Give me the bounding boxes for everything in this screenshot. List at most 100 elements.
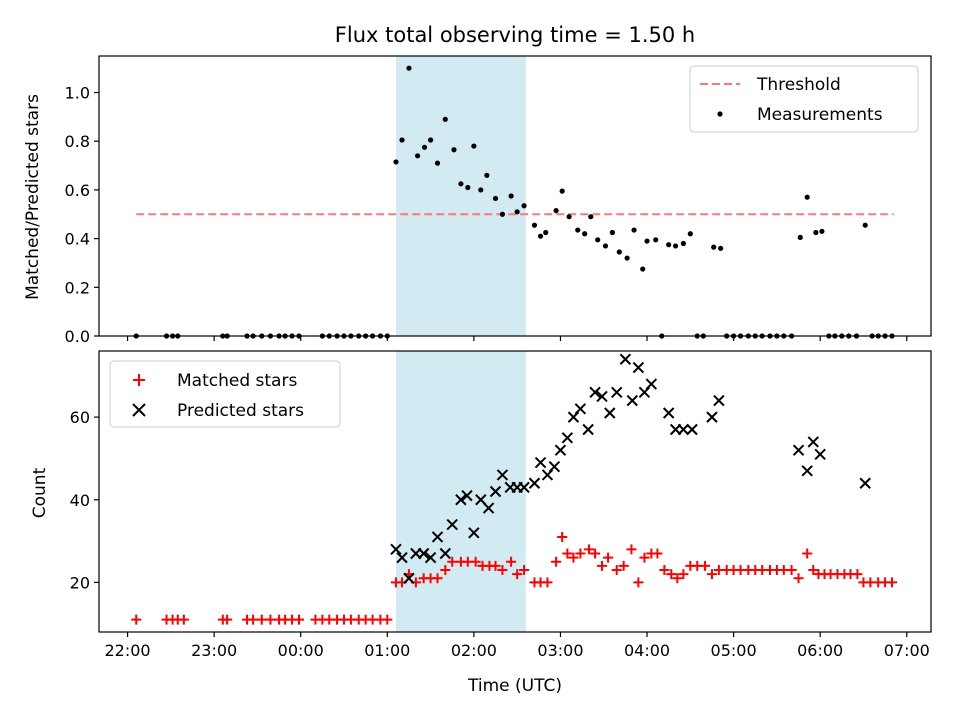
measurement-point [465,184,471,191]
matched-star-point [512,569,523,580]
measurement-point [406,65,412,71]
measurement-point [434,160,441,166]
matched-star-point [557,531,568,542]
bottom-axes-frame [98,350,932,633]
matched-star-point [672,573,683,584]
legend-matched-swatch [133,374,145,386]
bottom-ytick-label: 20 [70,573,90,592]
measurement-point [588,214,594,220]
matched-star-point [590,548,601,559]
measurement-point [499,211,506,217]
predicted-star-point [582,423,594,436]
matched-star-point [178,614,189,625]
bottom-xtick-label: 04:00 [624,641,670,660]
measurement-point [537,233,544,239]
bottom-observing-span [395,351,526,632]
predicted-star-point [424,551,437,564]
matched-star-point [440,565,451,576]
measurement-point [804,194,810,200]
matched-star-point [568,552,579,563]
predicted-star-point [574,403,587,415]
top-ytick-label: 1.0 [65,84,90,103]
bottom-xtick-label: 05:00 [711,641,757,660]
matched-star-point [519,565,530,576]
matched-star-point [678,569,689,580]
predicted-star-point [807,436,819,448]
measurement-point [393,159,399,165]
measurement-point [559,188,565,194]
legend-matched-label: Matched stars [177,371,297,391]
predicted-star-point [801,465,813,477]
measurement-point [644,238,650,244]
matched-star-point [497,565,508,576]
predicted-star-point [482,502,495,514]
measurement-point [797,234,803,240]
matched-star-point [222,614,233,625]
bottom-chart-ylabel: Count [30,467,50,518]
bottom-xtick-label: 07:00 [884,641,930,660]
predicted-star-point [528,477,541,489]
bottom-chart-xlabel: Time (UTC) [467,676,562,696]
measurement-point [718,245,724,251]
top-legend: Threshold Measurements [689,65,919,133]
matched-star-point [506,556,517,567]
predicted-star-point [548,460,561,473]
predicted-star-point [662,407,675,419]
top-axes-frame [98,55,932,337]
top-ytick-label: 0.2 [65,278,90,297]
measurement-point [595,237,601,243]
matched-star-point [652,548,663,559]
matched-star-point [562,548,573,559]
measurement-point [471,143,477,149]
legend-measurement-label: Measurements [757,105,883,125]
measurement-point [566,214,572,220]
matched-star-point [700,560,711,571]
matched-star-point [382,614,393,625]
top-ytick-label: 0.0 [65,327,90,346]
predicted-star-point [645,378,658,390]
predicted-star-point [439,547,452,560]
matched-star-point [265,614,276,625]
predicted-star-point [431,531,444,543]
matched-star-point [597,560,608,571]
predicted-star-point [446,518,458,531]
bottom-chart: 22:00 23:00 00:00 01:00 02:00 03:00 04:00 05:00… [70,350,932,660]
matched-star-point [666,569,677,580]
predicted-star-point [534,456,547,469]
top-ytick-label: 0.6 [65,181,90,200]
matched-star-point [584,544,595,555]
matched-star-point [786,565,797,576]
matched-star-point [248,614,259,625]
legend-predicted-swatch [132,403,146,417]
matched-star-point [802,548,813,559]
bottom-xtick-label: 22:00 [105,641,151,660]
top-ytick-label: 0.4 [65,230,90,249]
measurement-point [514,209,520,215]
predicted-star-point [686,423,698,436]
measurement-point [666,242,672,248]
measurement-point [553,208,559,214]
measurement-point [484,172,490,178]
measurement-point [687,231,693,237]
legend-threshold-label: Threshold [756,75,841,95]
top-observing-span [395,56,526,336]
measurement-point [609,229,615,236]
matched-star-point [618,560,629,571]
matched-star-point [887,577,898,588]
bottom-xtick-label: 01:00 [364,641,410,660]
matched-star-point [551,556,562,567]
predicted-star-point [403,572,415,584]
matched-star-point [793,573,804,584]
measurement-point [819,228,825,234]
measurement-point [451,147,457,153]
predicted-star-point [611,386,623,399]
predicted-star-point [518,481,530,494]
predicted-star-point [554,444,567,456]
matched-star-point [432,573,443,584]
top-ytick-label: 0.8 [65,132,90,151]
measurement-point [680,240,686,247]
measurement-point [458,181,464,187]
measurement-point [640,266,646,272]
predicted-star-point [619,353,632,365]
